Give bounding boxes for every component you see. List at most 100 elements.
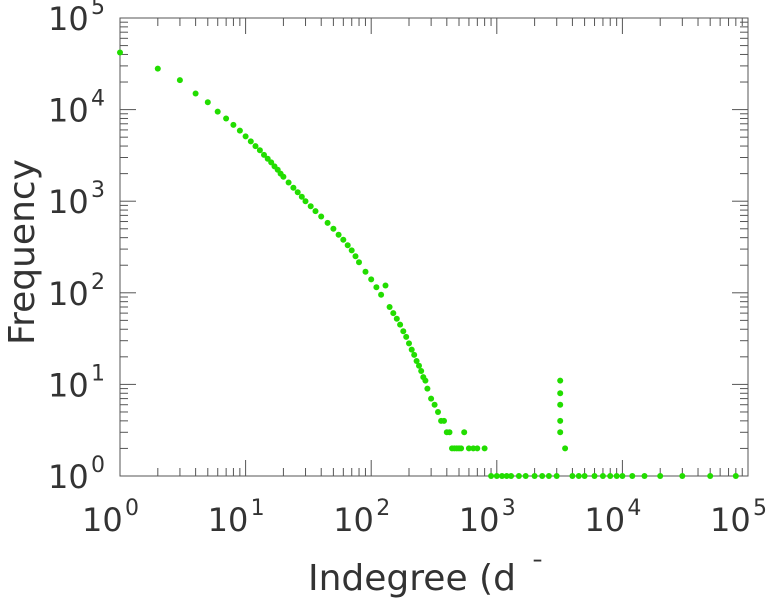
data-point xyxy=(294,189,301,196)
data-point xyxy=(416,362,422,369)
data-point xyxy=(481,445,488,452)
data-point xyxy=(298,193,305,200)
data-point xyxy=(575,473,582,479)
y-tick-label-exponent: 5 xyxy=(91,0,105,20)
data-point xyxy=(493,473,500,479)
plot-frame xyxy=(119,17,749,477)
data-point xyxy=(515,473,522,479)
y-tick-label-base: 10 xyxy=(48,183,89,221)
x-tick-label-exponent: 0 xyxy=(125,496,139,521)
data-point xyxy=(403,333,410,340)
data-point xyxy=(362,268,369,275)
x-tick-label: 10 2 xyxy=(333,496,390,539)
x-tick-label: 10 4 xyxy=(584,496,641,539)
data-point xyxy=(242,133,249,140)
data-point xyxy=(488,473,495,479)
x-tick-label-exponent: 5 xyxy=(753,496,767,521)
data-point xyxy=(330,225,337,232)
data-point xyxy=(397,321,404,328)
data-point xyxy=(302,198,309,205)
data-point xyxy=(619,473,626,479)
data-point xyxy=(657,473,664,479)
data-point xyxy=(441,417,447,424)
x-axis-label: Indegree (d xyxy=(308,558,516,599)
data-point xyxy=(223,115,230,122)
data-point xyxy=(368,276,375,283)
x-tick-label-base: 10 xyxy=(459,501,500,539)
data-point xyxy=(290,184,297,191)
data-point xyxy=(154,65,161,72)
data-point xyxy=(378,291,385,298)
data-point xyxy=(261,151,267,158)
data-point xyxy=(324,219,331,226)
data-point xyxy=(252,143,259,150)
data-point xyxy=(117,49,123,56)
data-point xyxy=(508,473,515,479)
data-point xyxy=(531,473,538,479)
y-tick-label: 10 3 xyxy=(48,178,105,221)
data-point xyxy=(307,203,314,210)
axis-ticks xyxy=(119,17,749,477)
data-point xyxy=(411,351,418,358)
x-tick-label-exponent: 3 xyxy=(502,496,516,521)
data-point xyxy=(386,304,393,310)
data-point xyxy=(192,90,199,97)
data-point xyxy=(312,208,319,215)
data-point xyxy=(553,473,560,479)
data-point xyxy=(335,231,342,238)
data-point xyxy=(557,401,564,408)
data-point xyxy=(581,473,588,479)
data-point xyxy=(557,377,564,384)
chart-frame xyxy=(119,17,749,477)
data-point xyxy=(422,377,429,384)
y-tick-label-exponent: 1 xyxy=(91,361,105,386)
data-point xyxy=(613,473,620,479)
data-point xyxy=(382,282,389,289)
data-point xyxy=(499,473,505,479)
data-point xyxy=(268,159,275,166)
x-tick-label-base: 10 xyxy=(584,501,625,539)
data-point xyxy=(247,138,254,145)
x-tick-label: 10 3 xyxy=(459,496,516,539)
data-point xyxy=(707,473,714,479)
y-tick-label: 10 2 xyxy=(48,270,105,313)
data-point xyxy=(629,473,636,479)
y-tick-label-exponent: 4 xyxy=(91,87,105,112)
data-point xyxy=(318,213,325,220)
data-point xyxy=(393,315,400,322)
data-point xyxy=(230,121,237,128)
y-axis-label: Frequency xyxy=(2,159,43,345)
data-point xyxy=(557,429,564,436)
data-point xyxy=(356,259,362,266)
data-point xyxy=(607,473,614,479)
x-tick-label-exponent: 4 xyxy=(627,496,641,521)
data-point xyxy=(562,445,569,452)
data-point xyxy=(373,284,380,291)
x-tick-label-exponent: 2 xyxy=(376,496,390,521)
data-point xyxy=(344,242,351,249)
data-point xyxy=(503,473,510,479)
data-point xyxy=(348,247,355,254)
data-point xyxy=(340,236,347,243)
data-point xyxy=(280,173,287,180)
data-point xyxy=(474,445,481,452)
x-tick-label-base: 10 xyxy=(82,501,123,539)
data-point xyxy=(352,253,359,260)
y-tick-label-exponent: 3 xyxy=(91,178,105,203)
y-tick-label: 10 0 xyxy=(48,453,105,496)
data-point xyxy=(418,368,425,374)
data-point xyxy=(557,417,564,424)
data-points xyxy=(117,49,739,479)
data-point xyxy=(599,473,606,479)
data-point xyxy=(569,473,576,479)
y-tick-label: 10 5 xyxy=(48,0,105,38)
data-point xyxy=(591,473,598,479)
x-tick-label-exponent: 1 xyxy=(251,496,265,521)
y-tick-label-base: 10 xyxy=(48,0,89,38)
x-tick-label: 10 5 xyxy=(710,496,767,539)
data-point xyxy=(431,401,438,408)
data-point xyxy=(539,473,546,479)
data-point xyxy=(256,147,263,154)
x-tick-label-base: 10 xyxy=(333,501,374,539)
